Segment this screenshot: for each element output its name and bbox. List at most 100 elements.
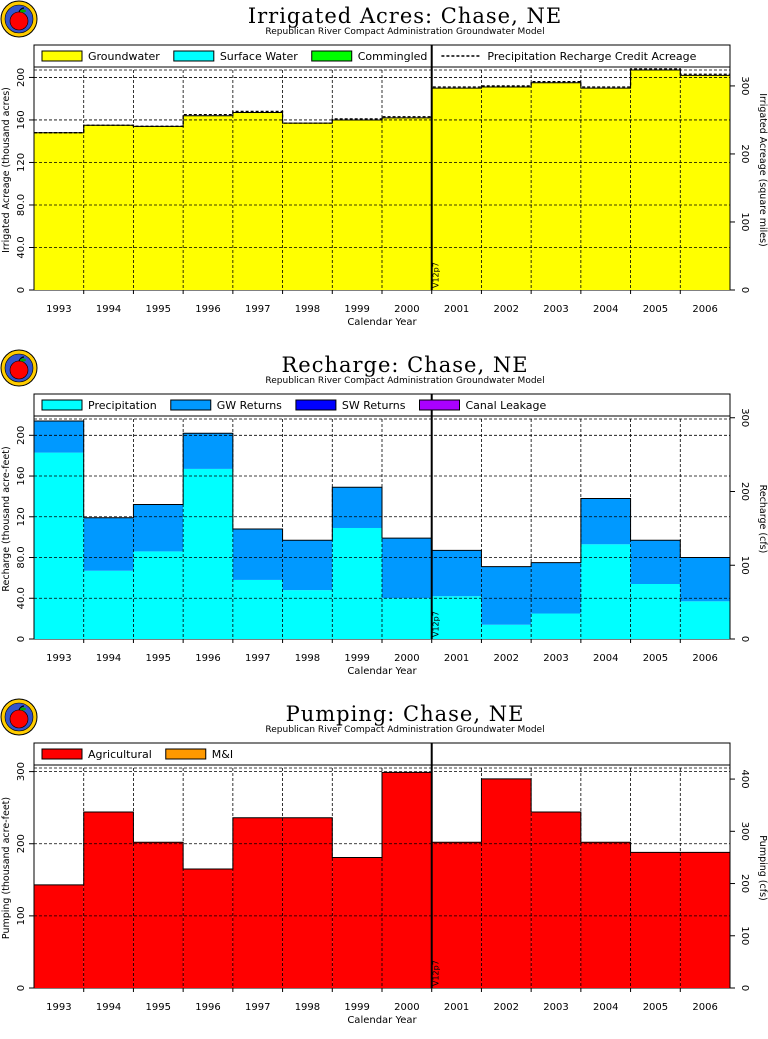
y-right-tick-label: 300 [739,408,750,427]
bar-segment [282,540,333,591]
bar-segment [282,123,333,290]
logo-stem [18,705,25,711]
bar-segment [183,468,233,639]
logo-stem [18,356,25,362]
x-tick-label: 1994 [96,653,121,664]
x-tick-label: 1999 [344,304,369,315]
legend-swatch [170,399,212,411]
logo-leaf [20,358,26,362]
y-tick-label: 200 [16,68,27,87]
y-tick-label: 40.0 [16,587,27,609]
y-right-tick-label: 0 [739,287,750,293]
bar-segment [630,540,681,584]
bar-segment [431,596,482,639]
y-axis-label: Pumping (thousand acre-feet) [1,797,12,939]
y-tick-label: 200 [16,834,27,853]
legend-label: Agricultural [88,748,152,761]
pumping-chart: V12p7 0 100 200 300 0 100 200 300 400 Pumping (tho… [1,742,768,1026]
bar-segment [630,852,681,988]
x-tick-label: 2006 [692,304,717,315]
bar-segment [382,117,432,291]
y-right-tick-label: 300 [739,822,750,841]
bar-segment [481,778,532,988]
legend-label: Commingled [358,50,428,63]
x-tick-label: 2002 [494,304,519,315]
logo-leaf [20,9,26,13]
legend-swatch [419,399,460,411]
bar-segment [34,421,84,453]
y-right-axis-label: Pumping (cfs) [757,835,768,901]
bar-segment [232,817,283,988]
y-right-tick-label: 400 [739,770,750,789]
x-axis-label: Calendar Year [347,317,417,328]
x-tick-label: 2006 [692,653,717,664]
bar-segment [382,598,432,639]
precip-recharge-line [34,68,730,134]
irrigated-acres-panel: Irrigated Acres: Chase, NE Republican Ri… [0,0,768,341]
bar-segment [332,857,382,988]
x-tick-label: 1997 [245,653,270,664]
chart-title: Pumping: Chase, NE [285,702,525,726]
x-tick-label: 2004 [593,653,618,664]
chart-subtitle: Republican River Compact Administration … [265,725,545,735]
y-axis-label: Irrigated Acreage (thousand acres) [1,87,12,253]
y-right-axis-label: Recharge (cfs) [757,485,768,554]
x-tick-label: 2002 [494,1002,519,1013]
bar-segment [83,125,134,290]
x-tick-label: 2005 [643,653,668,664]
bar-segment [630,584,681,639]
bar-segment [183,115,233,290]
bar-segment [133,504,184,552]
bar-segment [531,562,581,614]
y-right-tick-label: 200 [739,482,750,501]
legend-label: Precipitation [88,399,157,412]
x-tick-label: 1996 [195,1002,220,1013]
legend-label: Precipitation Recharge Credit Acreage [487,50,696,63]
chart-subtitle: Republican River Compact Administration … [265,376,545,386]
apple-logo-icon [0,349,38,387]
legend-swatch [41,748,83,760]
bar-segment [580,498,631,545]
bar-segment [481,87,532,291]
bar-segment [382,772,432,988]
bar-segment [531,812,581,988]
bar-segment [680,852,730,988]
x-tick-label: 2000 [394,304,419,315]
legend-swatch [41,399,83,411]
x-tick-label: 2005 [643,304,668,315]
bar-segment [83,570,134,639]
legend-label: Groundwater [88,50,160,63]
bar-segment [282,817,333,988]
y-tick-label: 120 [16,507,27,526]
bar-segment [34,452,84,639]
bar-segment [133,126,184,291]
x-tick-label: 1997 [245,1002,270,1013]
bar-segment [183,433,233,469]
bar-segment [332,487,382,528]
x-tick-label: 2004 [593,1002,618,1013]
bar-segment [332,527,382,639]
y-right-tick-label: 200 [739,144,750,163]
x-tick-label: 1994 [96,304,121,315]
bar-segment [580,88,631,291]
legend-swatch [173,50,215,62]
marker-label: V12p7 [432,262,441,288]
y-tick-label: 80.0 [16,194,27,216]
x-tick-label: 1998 [295,653,320,664]
y-tick-label: 120 [16,153,27,172]
x-tick-label: 2001 [444,304,469,315]
legend-swatch [295,399,337,411]
y-right-tick-label: 100 [739,926,750,945]
y-tick-label: 0 [16,287,27,293]
x-tick-label: 2000 [394,1002,419,1013]
x-tick-label: 2003 [543,1002,568,1013]
x-tick-label: 1996 [195,653,220,664]
y-tick-label: 160 [16,466,27,485]
x-tick-label: 1995 [146,1002,171,1013]
chart-title: Irrigated Acres: Chase, NE [247,4,563,28]
bar-segment [282,590,333,639]
x-tick-label: 2004 [593,304,618,315]
irrigated-acres-chart: V12p7040.080.01201602000100200300Irrigat… [1,44,768,328]
bar-segment [232,112,283,290]
y-tick-label: 200 [16,426,27,445]
